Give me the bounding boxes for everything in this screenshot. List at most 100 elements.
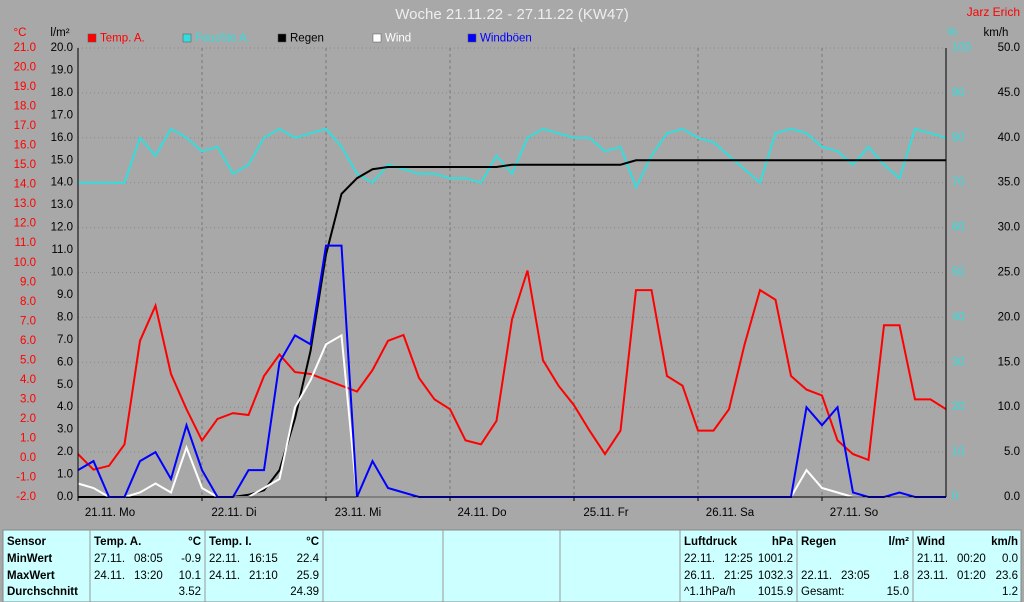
- y-tick-label: 16.0: [51, 132, 73, 144]
- y-tick-label: 60: [952, 222, 965, 234]
- y-tick-label: 0.0: [57, 491, 73, 503]
- cell: 1032.3: [758, 570, 793, 582]
- y-tick-label: 18.0: [14, 101, 36, 113]
- column-unit: °C: [306, 536, 319, 548]
- y-tick-label: 5.0: [20, 354, 36, 366]
- y-tick-label: 45.0: [998, 87, 1020, 99]
- column-unit: °C: [188, 536, 201, 548]
- x-tick-label: 24.11. Do: [457, 507, 506, 519]
- y-tick-label: 9.0: [57, 289, 73, 301]
- y-tick-label: 5.0: [57, 379, 73, 391]
- y-tick-label: 70: [952, 177, 965, 189]
- cell: Gesamt:: [801, 586, 844, 598]
- cell: 1001.2: [758, 553, 793, 565]
- x-tick-label: 27.11. So: [830, 507, 878, 519]
- cell: 23.6: [996, 570, 1018, 582]
- column-unit: hPa: [772, 536, 794, 548]
- y-tick-label: 7.0: [57, 334, 73, 346]
- y-tick-label: 2.0: [20, 413, 36, 425]
- y-tick-label: 3.0: [57, 424, 73, 436]
- cell: 21.11.: [917, 553, 948, 565]
- cell: 10.1: [179, 570, 201, 582]
- legend-label: Feuchte A.: [195, 33, 250, 45]
- y-tick-label: 15.0: [998, 356, 1020, 368]
- cell: 0.0: [1002, 553, 1018, 565]
- column-title: Regen: [801, 536, 836, 548]
- y-tick-label: 12.0: [51, 222, 73, 234]
- column-title: Luftdruck: [684, 536, 738, 548]
- y-tick-label: 10.0: [14, 257, 36, 269]
- column-title: Temp. I.: [209, 536, 252, 548]
- y-tick-label: 14.0: [14, 179, 36, 191]
- y-tick-label: 50: [952, 267, 965, 279]
- cell: -0.9: [181, 553, 201, 565]
- y-tick-label: 35.0: [998, 177, 1020, 189]
- y-tick-label: 4.0: [20, 374, 36, 386]
- y-tick-label: 50.0: [998, 42, 1020, 54]
- y-tick-label: 1.0: [20, 432, 36, 444]
- y-tick-label: 17.0: [51, 109, 73, 121]
- y-tick-label: 5.0: [1004, 446, 1020, 458]
- y-tick-label: 3.0: [20, 393, 36, 405]
- y-tick-label: 2.0: [57, 446, 73, 458]
- y-tick-label: 10: [952, 446, 965, 458]
- legend-swatch: [277, 33, 287, 43]
- cell: 23.11.: [917, 570, 948, 582]
- cell: 22.11.: [801, 570, 832, 582]
- cell: 24.39: [290, 586, 319, 598]
- axis-unit: °C: [14, 27, 27, 39]
- cell: 25.9: [297, 570, 319, 582]
- column-title: Wind: [917, 536, 945, 548]
- legend-swatch: [372, 33, 382, 43]
- y-tick-label: 17.0: [14, 120, 36, 132]
- cell: 01:20: [957, 570, 986, 582]
- y-tick-label: 1.0: [57, 469, 73, 481]
- cell: 1015.9: [758, 586, 793, 598]
- cell: 00:20: [957, 553, 986, 565]
- y-tick-label: 12.0: [14, 218, 36, 230]
- cell: 1.8: [893, 570, 909, 582]
- y-tick-label: 11.0: [14, 237, 36, 249]
- x-tick-label: 23.11. Mi: [335, 507, 381, 519]
- cell: 24.11.: [94, 570, 125, 582]
- cell: 16:15: [249, 553, 278, 565]
- y-tick-label: 8.0: [20, 296, 36, 308]
- cell: 13:20: [134, 570, 163, 582]
- cell: 3.52: [179, 586, 201, 598]
- legend-label: Wind: [385, 33, 411, 45]
- cell: 22.4: [297, 553, 320, 565]
- cell: 21:25: [724, 570, 753, 582]
- y-tick-label: 19.0: [14, 81, 36, 93]
- axis-unit: %: [947, 27, 957, 39]
- legend-label: Windböen: [480, 33, 532, 45]
- y-tick-label: 13.0: [51, 199, 73, 211]
- chart-title: Woche 21.11.22 - 27.11.22 (KW47): [395, 6, 628, 23]
- y-tick-label: 0.0: [20, 452, 36, 464]
- y-tick-label: -1.0: [16, 472, 36, 484]
- y-tick-label: 15.0: [51, 154, 73, 166]
- y-tick-label: 15.0: [14, 159, 36, 171]
- row-label: Durchschnitt: [7, 586, 78, 598]
- y-tick-label: 11.0: [51, 244, 73, 256]
- y-tick-label: 10.0: [998, 401, 1020, 413]
- row-label: MinWert: [7, 553, 52, 565]
- y-tick-label: 10.0: [51, 267, 73, 279]
- legend-swatch: [182, 33, 192, 43]
- y-tick-label: 4.0: [57, 401, 73, 413]
- column-unit: l/m²: [889, 536, 910, 548]
- y-tick-label: 80: [952, 132, 965, 144]
- y-tick-label: 7.0: [20, 315, 36, 327]
- y-tick-label: 19.0: [51, 64, 73, 76]
- cell: 15.0: [887, 586, 909, 598]
- series-line: [77, 270, 947, 471]
- y-tick-label: 40: [952, 311, 965, 323]
- cell: ^1.1hPa/h: [684, 586, 735, 598]
- y-tick-label: 6.0: [57, 356, 73, 368]
- cell: 24.11.: [209, 570, 240, 582]
- row-label: MaxWert: [7, 570, 55, 582]
- cell: 1.2: [1002, 586, 1018, 598]
- y-tick-label: 20.0: [51, 42, 73, 54]
